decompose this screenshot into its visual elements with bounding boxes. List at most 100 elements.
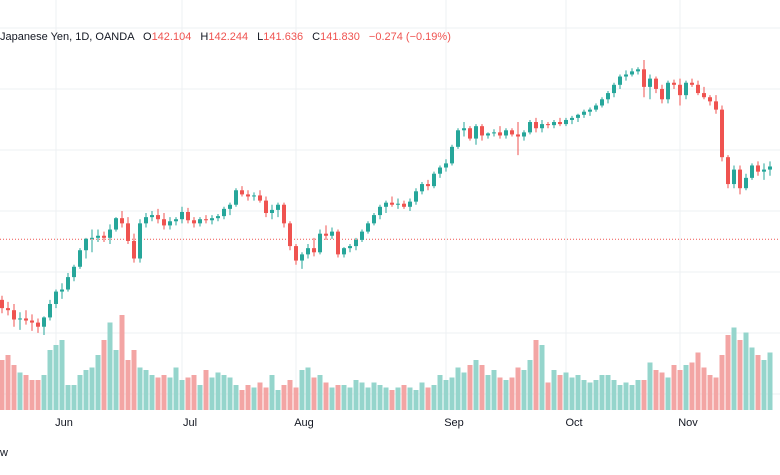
candle-body bbox=[378, 206, 382, 216]
candle-body bbox=[762, 169, 766, 172]
candle-body bbox=[78, 250, 82, 267]
candle-body bbox=[624, 74, 628, 77]
volume-bar bbox=[227, 377, 233, 410]
high-value: 142.244 bbox=[208, 31, 249, 43]
volume-bar bbox=[731, 327, 737, 410]
candle-body bbox=[456, 130, 460, 147]
candle-body bbox=[348, 246, 352, 249]
candle-body bbox=[600, 99, 604, 106]
candle-body bbox=[234, 190, 238, 205]
volume-bar bbox=[143, 370, 149, 410]
candle-body bbox=[420, 184, 424, 192]
volume-bar bbox=[83, 370, 89, 410]
volume-bar bbox=[251, 387, 257, 410]
candle-body bbox=[318, 233, 322, 253]
candle-body bbox=[684, 82, 688, 96]
candle-body bbox=[384, 202, 388, 207]
candle-body bbox=[768, 166, 772, 170]
candle-body bbox=[534, 122, 538, 129]
volume-bar bbox=[719, 355, 725, 410]
candle-body bbox=[408, 201, 412, 207]
volume-bar bbox=[47, 350, 53, 410]
volume-bar bbox=[515, 367, 521, 410]
candle-body bbox=[354, 239, 358, 247]
candle-body bbox=[390, 202, 394, 205]
candle-body bbox=[582, 111, 586, 115]
footer-text: w bbox=[0, 447, 8, 459]
candle-body bbox=[60, 289, 64, 292]
candle-body bbox=[132, 240, 136, 259]
volume-bar bbox=[245, 385, 251, 410]
candle-body bbox=[672, 82, 676, 85]
volume-bar bbox=[647, 362, 653, 410]
candle-body bbox=[498, 132, 502, 136]
volume-bar bbox=[725, 335, 731, 410]
candle-body bbox=[642, 69, 646, 87]
volume-bar bbox=[335, 385, 341, 410]
candle-body bbox=[54, 291, 58, 304]
candle-body bbox=[654, 78, 658, 89]
candle-body bbox=[426, 184, 430, 187]
volume-bar bbox=[137, 367, 143, 410]
volume-bar bbox=[539, 345, 545, 410]
candle-body bbox=[648, 78, 652, 87]
chart-legend: Japanese Yen, 1D, OANDA O142.104 H142.24… bbox=[0, 31, 451, 43]
x-tick-label: Jul bbox=[182, 417, 198, 429]
candle-body bbox=[480, 126, 484, 136]
candle-body bbox=[546, 124, 550, 126]
volume-bar bbox=[263, 387, 269, 410]
volume-bar bbox=[131, 350, 137, 410]
volume-bar bbox=[293, 387, 299, 410]
volume-bar bbox=[761, 360, 767, 410]
x-tick-label: Sep bbox=[444, 417, 464, 429]
symbol-label: Japanese Yen, 1D, OANDA bbox=[0, 31, 134, 43]
candle-body bbox=[504, 130, 508, 136]
volume-bar bbox=[737, 340, 743, 410]
volume-bar bbox=[407, 387, 413, 410]
candle-body bbox=[450, 146, 454, 164]
candle-body bbox=[204, 219, 208, 221]
volume-bar bbox=[305, 367, 311, 410]
volume-bar bbox=[767, 352, 773, 410]
candle-body bbox=[342, 248, 346, 255]
volume-bar bbox=[617, 385, 623, 410]
x-tick-label: Jun bbox=[55, 417, 73, 429]
candle-body bbox=[714, 101, 718, 110]
candle-body bbox=[720, 109, 724, 158]
candle-body bbox=[516, 134, 520, 137]
candle-body bbox=[522, 132, 526, 137]
candle-body bbox=[612, 84, 616, 94]
candle-body bbox=[6, 308, 10, 311]
volume-bar bbox=[209, 377, 215, 410]
candle-body bbox=[270, 209, 274, 214]
candle-body bbox=[18, 318, 22, 320]
volume-bar bbox=[461, 372, 467, 410]
volume-bar bbox=[179, 380, 185, 410]
candle-body bbox=[666, 82, 670, 100]
candle-body bbox=[108, 229, 112, 238]
volume-bar bbox=[275, 390, 281, 410]
candle-body bbox=[510, 130, 514, 135]
volume-bar bbox=[35, 380, 41, 410]
volume-bar bbox=[755, 355, 761, 410]
candle-body bbox=[750, 165, 754, 178]
volume-bar bbox=[113, 350, 119, 410]
volume-bar bbox=[629, 385, 635, 410]
volume-bar bbox=[467, 365, 473, 410]
volume-bar bbox=[443, 380, 449, 410]
candle-body bbox=[468, 128, 472, 139]
candle-body bbox=[228, 204, 232, 209]
candle-body bbox=[216, 216, 220, 219]
volume-bar bbox=[653, 370, 659, 410]
volume-bar bbox=[95, 355, 101, 410]
candle-body bbox=[264, 200, 268, 214]
volume-bar bbox=[239, 390, 245, 410]
volume-bar bbox=[419, 382, 425, 410]
volume-bar bbox=[551, 370, 557, 410]
candle-body bbox=[24, 318, 28, 321]
candle-body bbox=[372, 215, 376, 224]
volume-bar bbox=[59, 340, 65, 410]
volume-bar bbox=[425, 387, 431, 410]
